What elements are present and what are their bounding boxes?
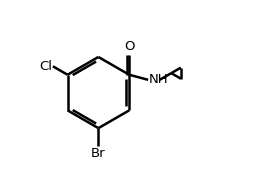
- Text: O: O: [124, 40, 135, 53]
- Text: Cl: Cl: [39, 60, 52, 73]
- Text: Br: Br: [91, 147, 106, 160]
- Text: NH: NH: [149, 73, 169, 86]
